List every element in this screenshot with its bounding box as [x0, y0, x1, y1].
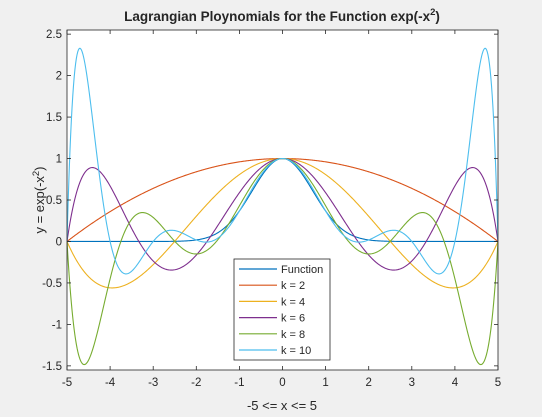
- x-tick-label: 2: [365, 377, 371, 389]
- y-axis-label-main: y = exp(-x: [32, 176, 47, 234]
- y-tick-label: -1.5: [42, 361, 62, 373]
- x-tick-label: 3: [409, 377, 415, 389]
- y-axis-label: y = exp(-x2): [31, 166, 47, 233]
- chart-title: Lagrangian Ploynomials for the Function …: [124, 7, 440, 24]
- y-tick-label: -1: [52, 319, 62, 331]
- y-tick-label: -0.5: [42, 278, 62, 290]
- y-tick-label: 1: [56, 154, 62, 166]
- x-tick-label: -5: [62, 377, 72, 389]
- y-tick-label: 2: [56, 71, 62, 83]
- y-tick-label: 1.5: [46, 112, 62, 124]
- x-tick-label: -3: [148, 377, 158, 389]
- x-axis-label: -5 <= x <= 5: [247, 398, 317, 413]
- x-tick-label: -4: [105, 377, 116, 389]
- x-tick-label: 1: [322, 377, 328, 389]
- legend-label: k = 4: [281, 296, 305, 308]
- x-tick-label: 0: [279, 377, 285, 389]
- legend-label: k = 8: [281, 329, 305, 341]
- legend: Function k = 2 k = 4 k = 6 k = 8 k = 10: [234, 259, 330, 360]
- legend-label: k = 2: [281, 280, 305, 292]
- chart-title-main: Lagrangian Ploynomials for the Function …: [124, 9, 431, 24]
- chart-title-tail: ): [435, 9, 440, 24]
- y-tick-label: 0.5: [46, 195, 62, 207]
- x-tick-label: 4: [452, 377, 459, 389]
- y-axis-label-tail: ): [32, 166, 47, 170]
- legend-label: k = 6: [281, 313, 305, 325]
- y-tick-label: 2.5: [46, 29, 62, 41]
- x-tick-label: -1: [234, 377, 244, 389]
- y-tick-label: 0: [56, 236, 62, 248]
- legend-label: Function: [281, 264, 323, 276]
- x-tick-label: -2: [191, 377, 201, 389]
- x-tick-label: 5: [495, 377, 501, 389]
- legend-label: k = 10: [281, 345, 311, 357]
